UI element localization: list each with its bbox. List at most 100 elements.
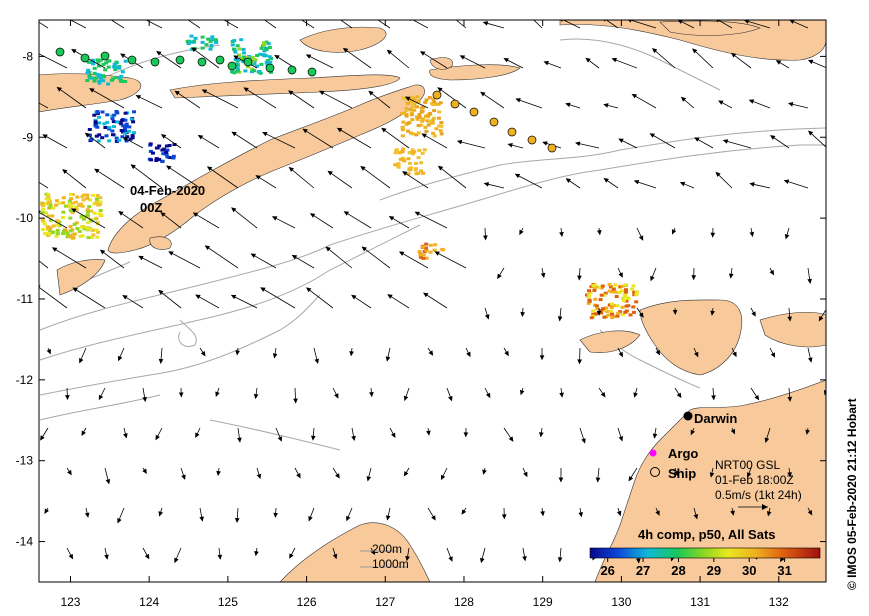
- ship-marker: [287, 65, 297, 75]
- sst-pixel: [420, 118, 425, 122]
- sst-pixel: [437, 116, 441, 120]
- sst-pixel: [117, 120, 122, 124]
- current-arrow-head: [770, 135, 776, 140]
- current-arrow-head: [638, 312, 644, 318]
- sst-pixel: [620, 313, 625, 317]
- sst-pixel: [586, 301, 591, 305]
- sst-pixel: [412, 108, 417, 112]
- sst-pixel: [424, 98, 429, 102]
- sst-pixel: [411, 101, 416, 104]
- sst-pixel: [125, 135, 130, 139]
- sst-pixel: [165, 148, 170, 152]
- current-arrow-head: [160, 134, 167, 139]
- ship-marker: [227, 61, 237, 71]
- sst-pixel: [101, 79, 106, 83]
- sst-pixel: [65, 235, 70, 239]
- colorbar-title: 4h comp, p50, All Sats: [638, 527, 776, 542]
- sst-pixel: [81, 193, 86, 197]
- current-arrow: [292, 255, 315, 269]
- sst-pixel: [632, 310, 636, 314]
- current-arrow-head: [351, 294, 357, 300]
- sst-pixel: [86, 68, 91, 72]
- sst-pixel: [92, 202, 97, 206]
- sst-pixel: [111, 77, 116, 81]
- sst-pixel: [232, 39, 237, 43]
- current-arrow-head: [274, 54, 280, 60]
- sst-pixel: [171, 154, 176, 158]
- sst-pixel: [262, 41, 267, 45]
- current-arrow-head: [466, 351, 471, 358]
- sst-pixel: [394, 149, 399, 153]
- current-arrow-head: [387, 294, 393, 299]
- current-arrow-head: [156, 50, 162, 56]
- sst-pixel: [598, 285, 603, 289]
- current-arrow: [52, 247, 87, 269]
- sst-pixel: [432, 116, 436, 120]
- sst-pixel: [599, 309, 604, 312]
- buoy-markers: [55, 47, 557, 153]
- current-arrow-head: [437, 87, 443, 92]
- current-arrow: [437, 87, 467, 109]
- current-arrow-head: [204, 245, 211, 251]
- current-product-label: NRT00 GSL: [715, 458, 780, 472]
- sst-pixel: [622, 299, 626, 302]
- sst-pixel: [232, 71, 237, 75]
- sst-pixel: [102, 122, 107, 126]
- sst-pixel: [92, 211, 97, 215]
- sst-pixel: [114, 136, 119, 140]
- current-arrow: [605, 20, 619, 29]
- sst-pixel: [119, 74, 124, 78]
- sst-pixel: [419, 110, 424, 114]
- sst-pixel: [623, 292, 628, 296]
- sst-pixel: [46, 214, 51, 218]
- sst-pixel: [396, 165, 401, 169]
- current-arrow-head: [217, 554, 223, 560]
- sst-pixel: [67, 199, 72, 203]
- sst-pixel: [230, 70, 235, 74]
- sst-pixel: [61, 232, 65, 236]
- current-arrow-head: [17, 244, 21, 248]
- sst-pixel: [614, 295, 619, 298]
- sst-pixel: [69, 205, 74, 209]
- sst-pixel: [628, 313, 633, 317]
- sst-pixel: [257, 70, 262, 73]
- current-arrow-head: [366, 476, 372, 482]
- current-arrow: [136, 95, 163, 109]
- sst-pixel: [190, 47, 195, 51]
- current-arrow-head: [539, 432, 544, 438]
- current-arrow-head: [309, 213, 316, 218]
- current-arrow: [692, 48, 714, 69]
- sst-pixel: [430, 118, 435, 122]
- current-arrow: [158, 290, 182, 309]
- current-arrow-head: [160, 212, 166, 217]
- x-tick-label: 125: [218, 595, 238, 609]
- current-arrow-head: [346, 515, 351, 522]
- sst-pixel: [602, 315, 607, 319]
- current-arrow-head: [195, 294, 201, 300]
- current-arrow-head: [730, 52, 737, 58]
- ship-marker: [489, 117, 499, 127]
- current-arrow-head: [633, 179, 640, 185]
- sst-pixel: [117, 66, 122, 70]
- sst-pixel: [259, 46, 264, 50]
- current-arrow-head: [530, 20, 532, 21]
- sst-pixel: [63, 228, 67, 232]
- sst-pixel: [233, 50, 238, 54]
- sst-pixel: [622, 294, 627, 298]
- sst-pixel: [210, 35, 215, 39]
- sst-pixel: [120, 70, 125, 74]
- sst-pixel: [239, 38, 244, 42]
- sst-pixel: [208, 47, 213, 51]
- ship-marker: [215, 55, 225, 65]
- y-tick-label: -10: [16, 211, 34, 225]
- current-arrow: [289, 167, 315, 189]
- current-arrow: [422, 133, 448, 149]
- current-arrow: [808, 130, 826, 148]
- sst-pixel: [410, 105, 415, 109]
- sst-pixel: [250, 55, 255, 59]
- current-arrow-head: [216, 470, 221, 477]
- sst-pixel: [157, 158, 162, 161]
- sst-pixel: [255, 64, 260, 68]
- sst-pixel: [97, 121, 102, 125]
- sst-pixel: [241, 47, 246, 51]
